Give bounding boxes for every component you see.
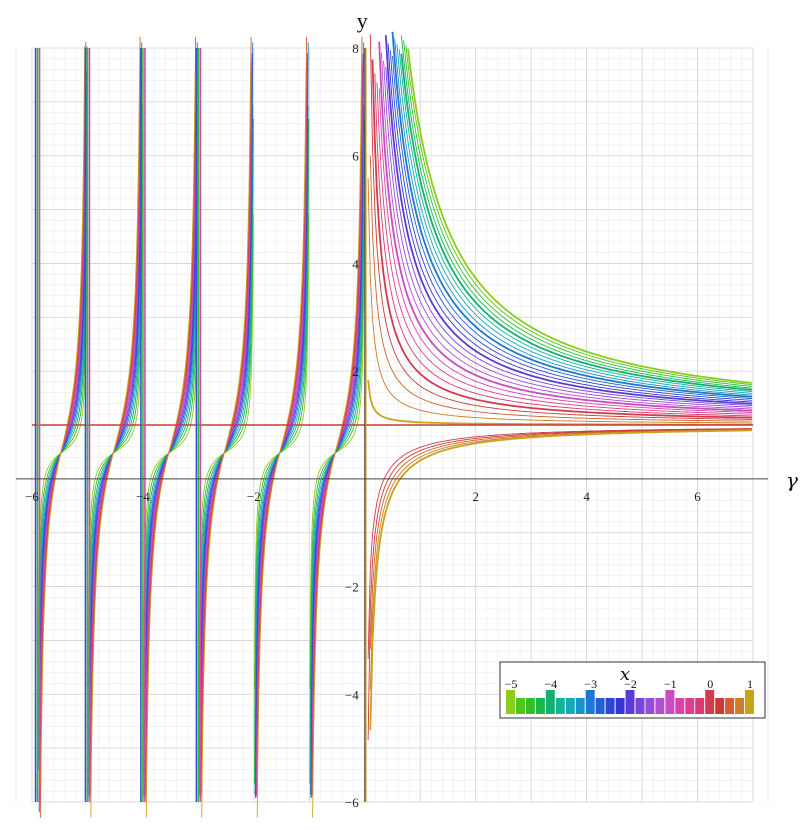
legend-swatch (595, 698, 605, 714)
legend-swatch (725, 698, 735, 714)
legend-tick-label: 0 (707, 677, 713, 691)
legend-swatches (506, 690, 754, 714)
y-tick-label: −2 (345, 580, 359, 595)
curve-right (389, 50, 752, 401)
legend-swatch (745, 690, 754, 714)
curve-right (383, 60, 752, 408)
curve-right (387, 43, 752, 403)
curve-right (396, 44, 752, 394)
legend-swatch (565, 698, 575, 714)
legend-swatch (585, 690, 595, 714)
legend-swatch (685, 698, 695, 714)
tick-labels: −6 −4 −2 2 4 6 8 6 4 2 −2 −4 −6 (25, 41, 701, 810)
legend-swatch (645, 698, 655, 714)
curve-right (407, 48, 752, 384)
legend-swatch (525, 698, 535, 714)
legend-tick-label: −5 (505, 677, 518, 691)
legend-tick-label: −2 (624, 677, 637, 691)
legend-swatch (705, 690, 715, 714)
x-axis-title: γ (786, 468, 798, 492)
curve-right (400, 53, 752, 391)
x-tick-label: 2 (472, 489, 479, 504)
curve-right-lower (369, 429, 752, 731)
legend-swatch (615, 698, 625, 714)
curve-right (403, 40, 752, 387)
curve-right (367, 178, 752, 424)
legend-swatch (635, 698, 645, 714)
legend-swatch (506, 690, 515, 714)
legend-title: x (620, 664, 630, 685)
curve-left (90, 73, 141, 818)
curve-right (405, 44, 752, 386)
x-tick-label: −4 (136, 489, 150, 504)
curve-right (384, 35, 752, 405)
y-axis-title: y (357, 8, 368, 33)
color-legend: x −5 −4 −3 −2 −1 0 1 (499, 661, 766, 719)
curve-right-lower (367, 428, 752, 660)
legend-swatch (545, 690, 555, 714)
legend-swatch (715, 698, 725, 714)
y-tick-label: 8 (352, 41, 359, 56)
curve-left (312, 73, 362, 818)
legend-tick-label: 1 (747, 677, 753, 691)
x-tick-label: −6 (25, 489, 39, 504)
curve-right (371, 59, 752, 419)
curve-family (32, 31, 753, 818)
axes (16, 48, 768, 802)
legend-swatch (575, 698, 585, 714)
curve-right (398, 49, 752, 393)
y-tick-label: 2 (352, 364, 359, 379)
legend-swatch (665, 690, 675, 714)
curve-right (380, 52, 752, 410)
curve-left (256, 73, 307, 818)
legend-swatch (535, 698, 545, 714)
legend-swatch (695, 698, 705, 714)
y-tick-label: −6 (345, 795, 359, 810)
legend-tick-label: −4 (544, 677, 557, 691)
x-tick-label: 6 (694, 489, 701, 504)
curve-right (376, 82, 752, 415)
legend-swatch (605, 698, 615, 714)
curve-right (378, 41, 752, 412)
curve-right (369, 34, 752, 420)
curve-right (385, 67, 752, 406)
curve-right (400, 35, 752, 389)
legend-swatch (516, 698, 525, 714)
legend-swatch (735, 698, 745, 714)
x-tick-label: 4 (583, 489, 590, 504)
curve-right (378, 88, 752, 413)
curve-right (369, 155, 752, 422)
y-tick-label: −4 (345, 687, 359, 702)
curve-left (201, 73, 251, 818)
legend-swatch (555, 698, 565, 714)
legend-swatch (675, 698, 685, 714)
x-tick-label: −2 (247, 489, 261, 504)
legend-swatch (655, 698, 665, 714)
y-tick-label: 6 (352, 149, 359, 164)
curve-right (394, 38, 752, 396)
y-tick-label: 4 (352, 256, 359, 271)
curve-right (391, 31, 752, 398)
legend-tick-label: −1 (664, 677, 677, 691)
curve-left (145, 73, 196, 818)
curve-right (374, 73, 752, 417)
legend-ticks: −5 −4 −3 −2 −1 0 1 (505, 677, 753, 691)
curve-right-lower (367, 428, 752, 740)
curve-right (392, 56, 752, 400)
legend-swatch (625, 690, 635, 714)
curve-right-lower (369, 429, 752, 650)
legend-tick-label: −3 (584, 677, 597, 691)
curve-left (40, 46, 86, 783)
